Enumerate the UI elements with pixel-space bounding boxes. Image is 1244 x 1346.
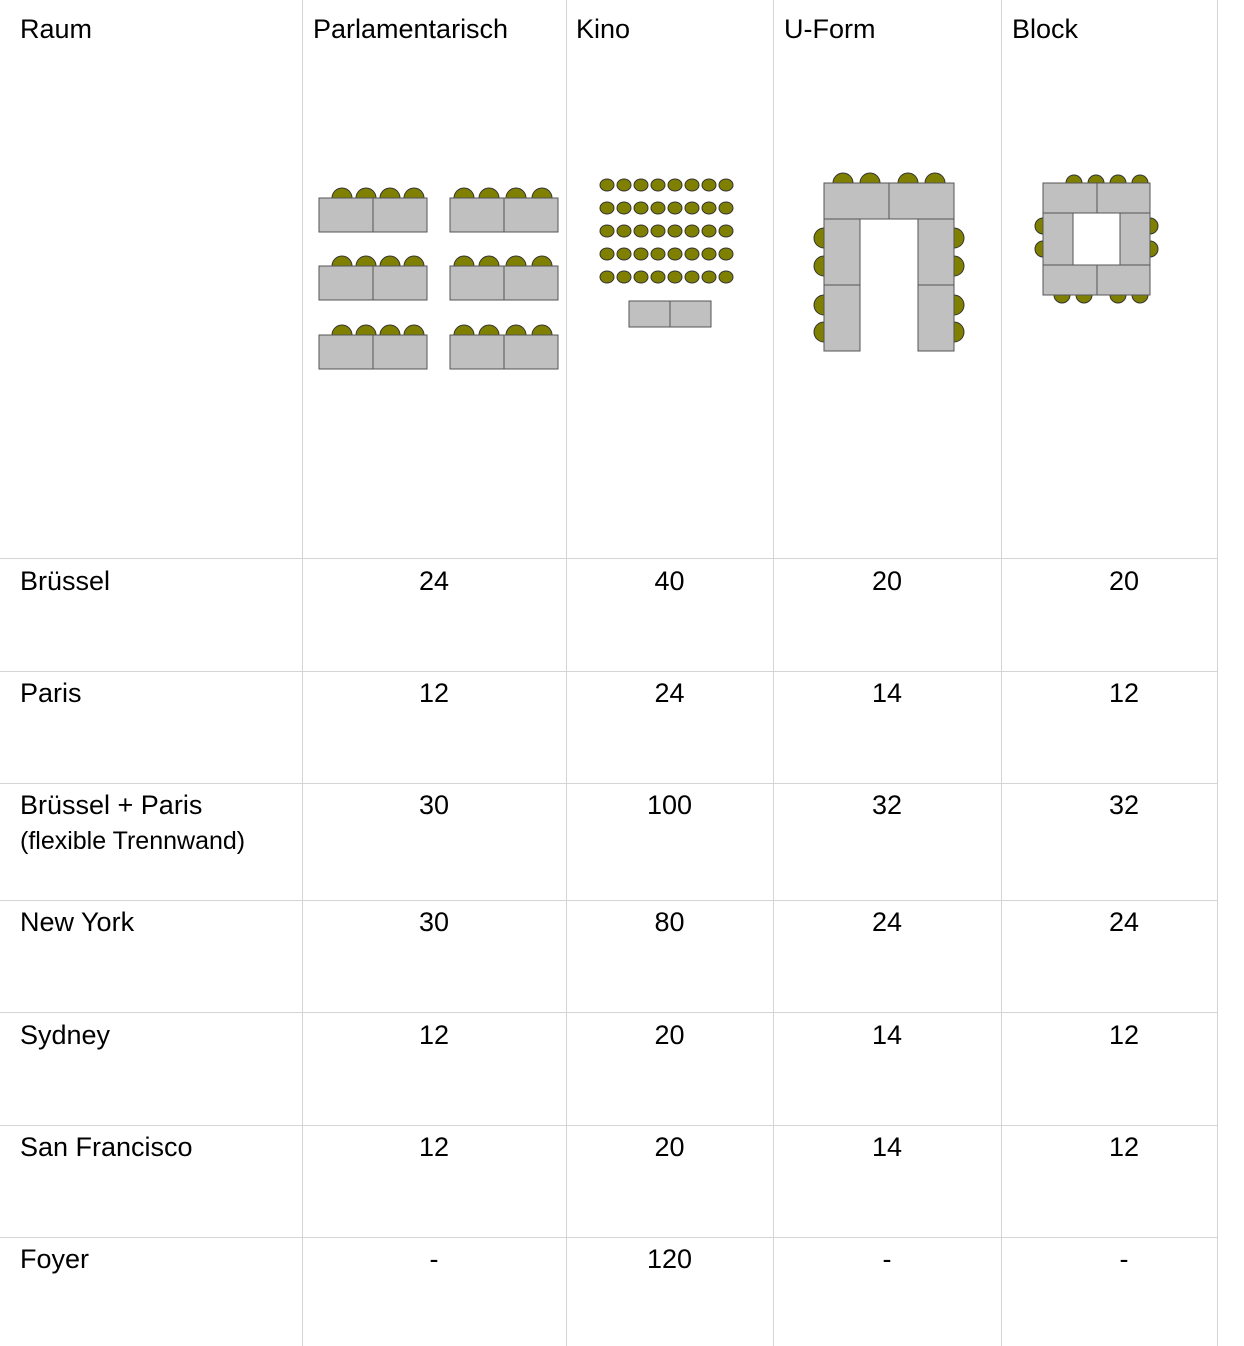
chair-icon (633, 270, 649, 284)
capacity-kino: 80 (654, 907, 685, 937)
capacity-kino: 100 (646, 790, 693, 820)
capacity-kino: 24 (654, 678, 685, 708)
chair-icon (616, 270, 632, 284)
chair-icon (616, 178, 632, 192)
capacity-parlamentarisch: 12 (418, 1020, 450, 1050)
column-divider (566, 0, 567, 1346)
chair-icon (667, 178, 683, 192)
capacity-block: 20 (1108, 566, 1140, 596)
chair-icon (701, 224, 717, 238)
chair-icon (718, 270, 734, 284)
capacity-u-form: 24 (871, 907, 903, 937)
room-name: New York (20, 907, 135, 937)
row-divider (0, 1125, 1218, 1126)
parliamentary-layout-diagram (318, 187, 559, 370)
chair-icon (684, 178, 700, 192)
capacity-block: 24 (1108, 907, 1140, 937)
chair-icon (701, 178, 717, 192)
chair-icon (633, 201, 649, 215)
row-divider (0, 900, 1218, 901)
header-u-form: U-Form (784, 14, 876, 44)
chair-icon (616, 247, 632, 261)
capacity-kino: 120 (646, 1244, 693, 1274)
capacity-parlamentarisch: 30 (418, 907, 450, 937)
row-divider (0, 671, 1218, 672)
room-name: Brüssel (20, 566, 111, 596)
capacity-u-form: 32 (871, 790, 903, 820)
header-parlamentarisch: Parlamentarisch (313, 14, 509, 44)
chair-icon (718, 178, 734, 192)
chair-icon (718, 224, 734, 238)
column-divider (1001, 0, 1002, 1346)
room-name: San Francisco (20, 1132, 193, 1162)
chair-icon (599, 270, 615, 284)
column-divider (773, 0, 774, 1346)
capacity-u-form: 14 (871, 1020, 903, 1050)
capacity-u-form: 14 (871, 1132, 903, 1162)
capacity-u-form: 20 (871, 566, 903, 596)
chair-icon (701, 270, 717, 284)
row-divider (0, 558, 1218, 559)
u-shape-layout-diagram (813, 172, 965, 352)
chair-icon (650, 178, 666, 192)
room-name: Brüssel + Paris (20, 790, 203, 820)
capacity-block: 32 (1108, 790, 1140, 820)
chair-icon (684, 224, 700, 238)
chair-icon (633, 178, 649, 192)
column-divider (302, 0, 303, 1346)
chair-icon (650, 247, 666, 261)
chair-icon (718, 247, 734, 261)
chair-icon (684, 201, 700, 215)
chair-icon (599, 224, 615, 238)
capacity-block: - (1119, 1244, 1129, 1274)
block-layout-diagram (1034, 174, 1159, 304)
capacity-parlamentarisch: 12 (418, 678, 450, 708)
chair-icon (599, 201, 615, 215)
chair-icon (667, 270, 683, 284)
chair-icon (650, 201, 666, 215)
capacity-parlamentarisch: - (429, 1244, 439, 1274)
chair-icon (701, 247, 717, 261)
room-name: Sydney (20, 1020, 111, 1050)
chair-icon (633, 224, 649, 238)
capacity-parlamentarisch: 12 (418, 1132, 450, 1162)
chair-icon (599, 247, 615, 261)
chair-icon (667, 247, 683, 261)
cinema-layout-diagram (599, 178, 734, 328)
chair-icon (650, 270, 666, 284)
room-name: Paris (20, 678, 82, 708)
chair-icon (667, 224, 683, 238)
capacity-block: 12 (1108, 678, 1140, 708)
capacity-block: 12 (1108, 1132, 1140, 1162)
capacity-u-form: 14 (871, 678, 903, 708)
header-kino: Kino (576, 14, 631, 44)
room-note: (flexible Trennwand) (20, 827, 246, 855)
capacity-parlamentarisch: 24 (418, 566, 450, 596)
row-divider (0, 783, 1218, 784)
chair-icon (718, 201, 734, 215)
chair-icon (599, 178, 615, 192)
chair-icon (616, 224, 632, 238)
capacity-kino: 40 (654, 566, 685, 596)
chair-icon (684, 247, 700, 261)
row-divider (0, 1012, 1218, 1013)
header-room: Raum (20, 14, 93, 44)
chair-icon (616, 201, 632, 215)
chair-icon (701, 201, 717, 215)
row-divider (0, 1237, 1218, 1238)
header-block: Block (1012, 14, 1079, 44)
capacity-parlamentarisch: 30 (418, 790, 450, 820)
chair-icon (667, 201, 683, 215)
capacity-block: 12 (1108, 1020, 1140, 1050)
chair-icon (684, 270, 700, 284)
capacity-u-form: - (882, 1244, 892, 1274)
capacity-kino: 20 (654, 1020, 685, 1050)
chair-icon (633, 247, 649, 261)
chair-icon (650, 224, 666, 238)
room-name: Foyer (20, 1244, 90, 1274)
column-divider (1217, 0, 1218, 1346)
capacity-kino: 20 (654, 1132, 685, 1162)
